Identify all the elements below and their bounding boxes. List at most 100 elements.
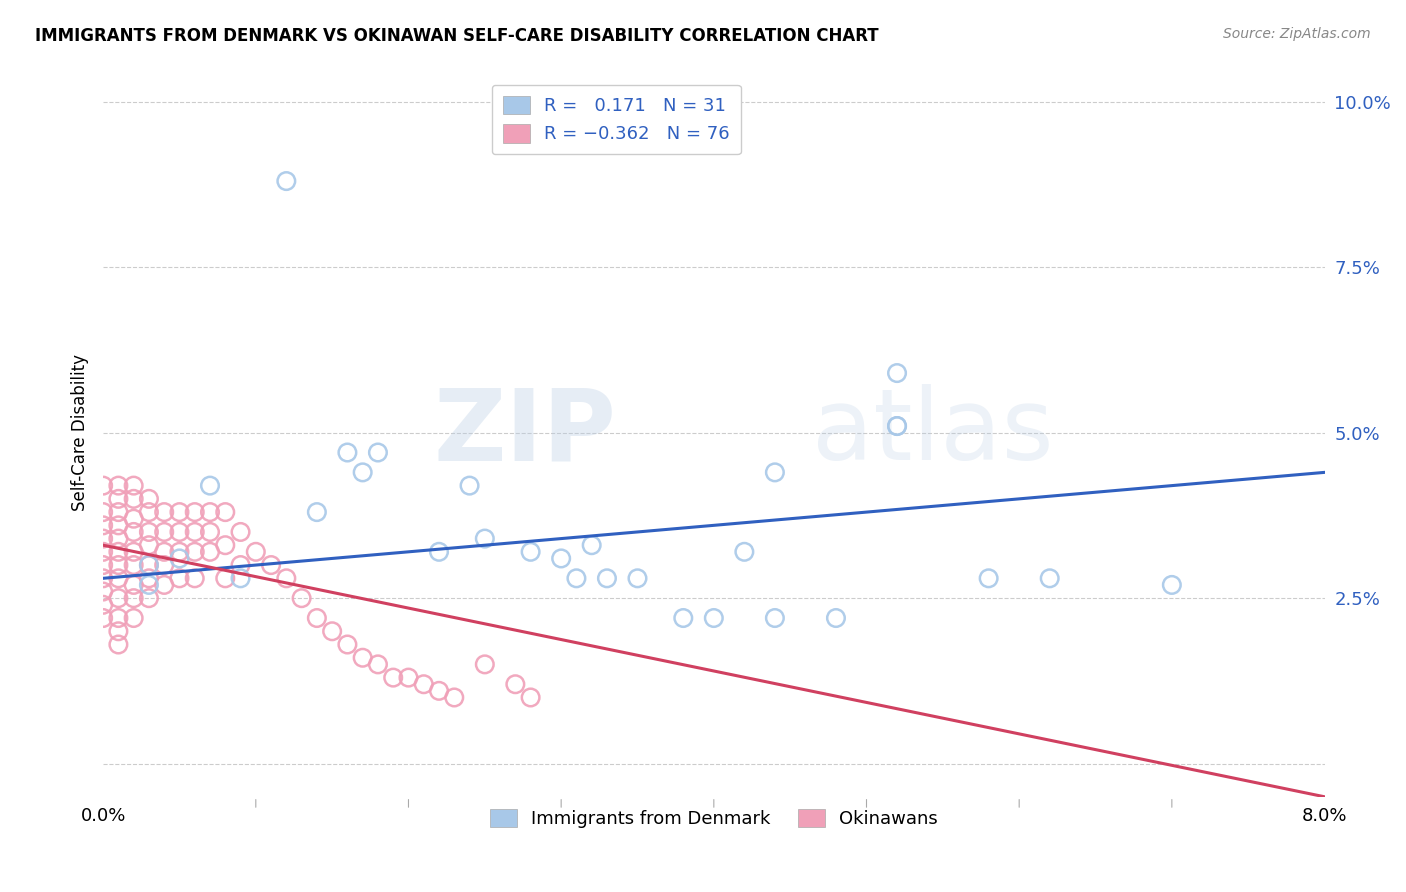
Point xyxy=(427,545,450,559)
Point xyxy=(122,512,145,526)
Point xyxy=(305,611,328,625)
Point xyxy=(412,677,434,691)
Point xyxy=(458,478,481,492)
Point xyxy=(184,545,207,559)
Point xyxy=(107,624,129,639)
Point xyxy=(626,571,648,585)
Point xyxy=(977,571,1000,585)
Point xyxy=(198,478,221,492)
Point xyxy=(91,505,114,519)
Point xyxy=(107,611,129,625)
Point xyxy=(122,524,145,539)
Point xyxy=(565,571,588,585)
Point xyxy=(107,518,129,533)
Point xyxy=(184,524,207,539)
Point xyxy=(886,366,908,380)
Point xyxy=(305,505,328,519)
Point xyxy=(122,491,145,506)
Point xyxy=(184,505,207,519)
Point xyxy=(107,558,129,572)
Point xyxy=(229,524,252,539)
Point xyxy=(260,558,283,572)
Point xyxy=(91,611,114,625)
Point xyxy=(169,545,191,559)
Point xyxy=(91,584,114,599)
Point xyxy=(122,591,145,606)
Point xyxy=(91,571,114,585)
Point xyxy=(229,558,252,572)
Point xyxy=(214,571,236,585)
Text: ZIP: ZIP xyxy=(433,384,616,481)
Point xyxy=(138,524,160,539)
Point xyxy=(122,478,145,492)
Point xyxy=(550,551,572,566)
Point xyxy=(245,545,267,559)
Point xyxy=(107,532,129,546)
Point xyxy=(153,505,176,519)
Point xyxy=(153,524,176,539)
Point xyxy=(474,532,496,546)
Point xyxy=(138,505,160,519)
Point xyxy=(138,538,160,552)
Point xyxy=(169,571,191,585)
Point xyxy=(291,591,314,606)
Point xyxy=(336,445,359,459)
Point xyxy=(107,505,129,519)
Point xyxy=(519,690,541,705)
Point xyxy=(505,677,527,691)
Point xyxy=(153,578,176,592)
Y-axis label: Self-Care Disability: Self-Care Disability xyxy=(72,354,89,511)
Point xyxy=(733,545,755,559)
Point xyxy=(427,683,450,698)
Text: Source: ZipAtlas.com: Source: ZipAtlas.com xyxy=(1223,27,1371,41)
Point xyxy=(122,578,145,592)
Point xyxy=(367,657,389,672)
Point xyxy=(138,571,160,585)
Point xyxy=(169,505,191,519)
Point xyxy=(198,545,221,559)
Point xyxy=(474,657,496,672)
Point xyxy=(107,478,129,492)
Point xyxy=(153,558,176,572)
Point xyxy=(138,578,160,592)
Point xyxy=(122,611,145,625)
Point xyxy=(276,571,298,585)
Point xyxy=(198,524,221,539)
Point xyxy=(91,558,114,572)
Point xyxy=(91,598,114,612)
Text: atlas: atlas xyxy=(811,384,1053,481)
Point xyxy=(1160,578,1182,592)
Point xyxy=(825,611,848,625)
Point xyxy=(107,591,129,606)
Point xyxy=(91,545,114,559)
Point xyxy=(367,445,389,459)
Point xyxy=(169,524,191,539)
Point xyxy=(91,478,114,492)
Point xyxy=(107,638,129,652)
Legend: Immigrants from Denmark, Okinawans: Immigrants from Denmark, Okinawans xyxy=(482,801,945,835)
Point xyxy=(382,671,405,685)
Point xyxy=(763,466,786,480)
Point xyxy=(443,690,465,705)
Point xyxy=(398,671,420,685)
Point xyxy=(214,538,236,552)
Point xyxy=(886,419,908,434)
Point xyxy=(336,638,359,652)
Point xyxy=(352,466,374,480)
Point xyxy=(107,491,129,506)
Point xyxy=(581,538,603,552)
Point xyxy=(763,611,786,625)
Point xyxy=(107,545,129,559)
Point xyxy=(198,505,221,519)
Point xyxy=(138,558,160,572)
Point xyxy=(138,558,160,572)
Point xyxy=(153,545,176,559)
Point xyxy=(596,571,619,585)
Point xyxy=(214,505,236,519)
Point xyxy=(122,545,145,559)
Point xyxy=(703,611,725,625)
Point xyxy=(519,545,541,559)
Point xyxy=(672,611,695,625)
Point xyxy=(229,571,252,585)
Point xyxy=(107,571,129,585)
